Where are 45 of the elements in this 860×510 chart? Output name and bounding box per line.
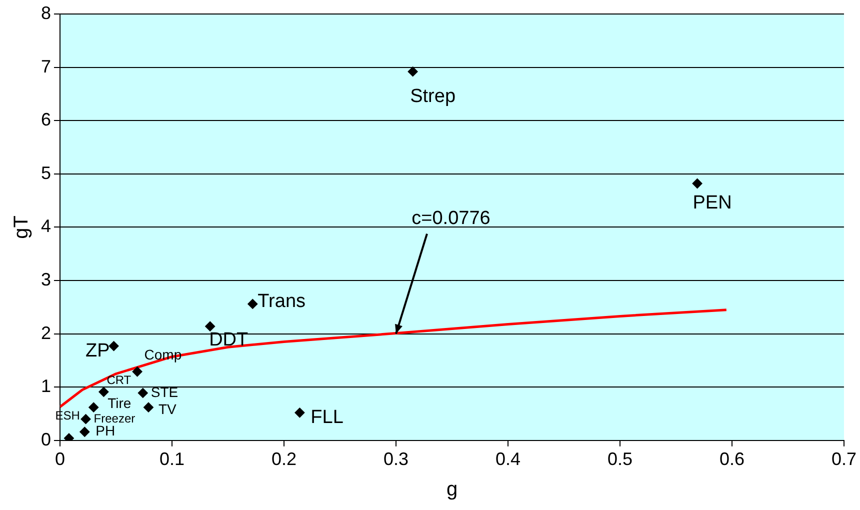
point [80, 414, 91, 424]
point [294, 408, 305, 418]
annotation: Trans [258, 291, 306, 312]
x-tick-label: 0.4 [495, 449, 521, 470]
point [248, 298, 258, 309]
annotation: STE [150, 384, 178, 400]
point [692, 178, 702, 188]
y-tick-label: 2 [40, 322, 52, 343]
point [108, 341, 119, 352]
x-tick-label: 0.2 [271, 449, 297, 470]
x-tick-label: 0.1 [159, 449, 185, 470]
annotation: Tire [108, 395, 132, 412]
annotation: c=0.0776 [412, 208, 490, 230]
point [138, 388, 148, 398]
x-tick-label: 0 [55, 449, 66, 470]
y-tick-label: 4 [40, 216, 52, 236]
point [80, 426, 90, 437]
point [88, 402, 99, 412]
x-axis-title: g [446, 478, 458, 501]
annotation: Freezer [94, 411, 136, 426]
point [132, 366, 142, 377]
y-tick-label: 0 [40, 429, 52, 450]
y-tick-label: 1 [40, 376, 52, 396]
point [408, 66, 418, 77]
y-tick-label: 6 [40, 110, 52, 130]
annotation: CRT [106, 373, 132, 388]
point [98, 386, 109, 397]
annotation: FLL [310, 406, 344, 428]
annotation: ZP [85, 340, 110, 362]
x-tick-label: 0.6 [719, 449, 745, 470]
y-tick-label: 5 [40, 162, 52, 183]
annotation: PH [96, 422, 116, 439]
x-tick-label: 0.5 [607, 449, 633, 470]
y-axis-title: gT [10, 216, 33, 239]
annotation: Comp [144, 346, 182, 362]
point [205, 321, 216, 332]
annotation: TV [158, 401, 178, 418]
y-tick-label: 3 [40, 269, 52, 290]
annotation: Strep [410, 86, 456, 107]
point [143, 402, 154, 412]
x-tick-label: 0.3 [383, 449, 409, 470]
y-tick-label: 7 [40, 56, 52, 76]
y-tick-label: 8 [40, 2, 52, 23]
x-tick-label: 0.7 [831, 449, 857, 470]
annotation: PEN [692, 192, 732, 214]
